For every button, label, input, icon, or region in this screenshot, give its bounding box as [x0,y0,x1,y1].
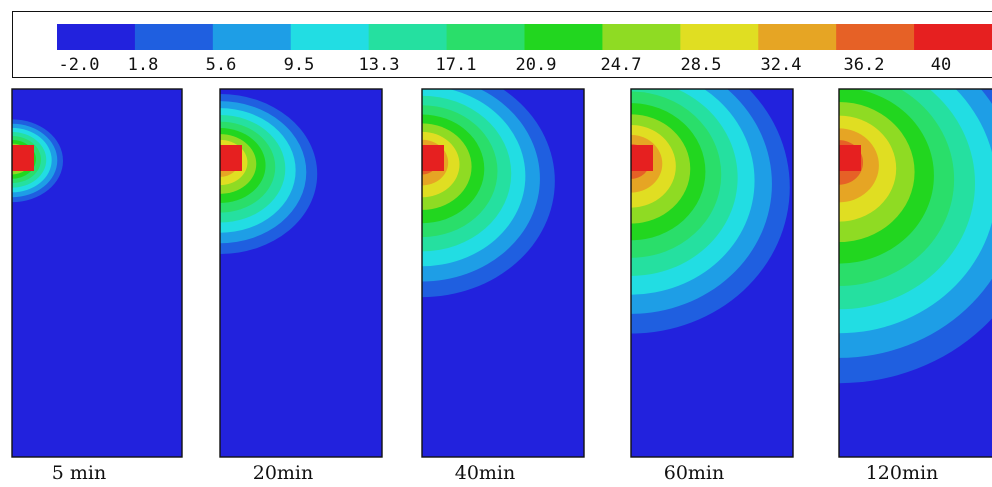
heat-source-core [12,145,34,171]
panel-0 [12,89,182,457]
colorbar-legend: -2.0 1.8 5.6 9.5 13.3 17.1 20.9 24.7 28.5 32.4 36.… [12,11,992,78]
panel-2 [422,89,584,457]
colorbar-tick-label: 32.4 [761,55,802,75]
colorbar-tick-label: 24.7 [601,55,642,75]
panel-label: 120min [866,462,939,484]
colorbar-tick-label: 28.5 [681,55,722,75]
panel-border [11,88,183,458]
colorbar-swatch-8 [680,24,759,50]
colorbar-tick-label: 5.6 [206,55,237,75]
colorbar-swatch-2 [212,24,292,50]
colorbar-tick-label: -2.0 [59,55,100,75]
colorbar-swatch-11 [914,24,992,50]
colorbar-swatch-5 [446,24,526,50]
heat-source-core [631,145,653,171]
panel-label: 60min [664,462,725,484]
colorbar-swatch-3 [290,24,370,50]
colorbar-swatch-10 [836,24,915,50]
colorbar-svg: -2.0 1.8 5.6 9.5 13.3 17.1 20.9 24.7 28.5 32.4 36.… [57,24,992,75]
colorbar-tick-label: 1.8 [128,55,159,75]
colorbar-swatch-6 [524,24,604,50]
heat-source-core [839,145,861,171]
colorbar-tick-label: 13.3 [359,55,400,75]
panel-label: 20min [253,462,314,484]
panel-label: 5 min [52,462,106,484]
colorbar-tick-label: 20.9 [516,55,557,75]
panel-border [219,88,383,458]
colorbar-swatch-0 [57,24,136,50]
colorbar-swatch-9 [758,24,837,50]
panel-border [838,88,992,458]
panel-4 [839,89,992,457]
panel-border [630,88,794,458]
heat-source-core [422,145,444,171]
colorbar-tick-label: 17.1 [436,55,477,75]
colorbar-tick-label: 36.2 [844,55,885,75]
colorbar-tick-label: 9.5 [284,55,315,75]
colorbar-swatch-1 [134,24,214,50]
panel-border [421,88,585,458]
colorbar-swatch-4 [368,24,448,50]
panel-1 [220,89,382,457]
heat-source-core [220,145,242,171]
colorbar-swatch-7 [602,24,681,50]
panel-label: 40min [455,462,516,484]
colorbar-tick-label: 40 [931,55,951,75]
panel-3 [631,89,793,457]
